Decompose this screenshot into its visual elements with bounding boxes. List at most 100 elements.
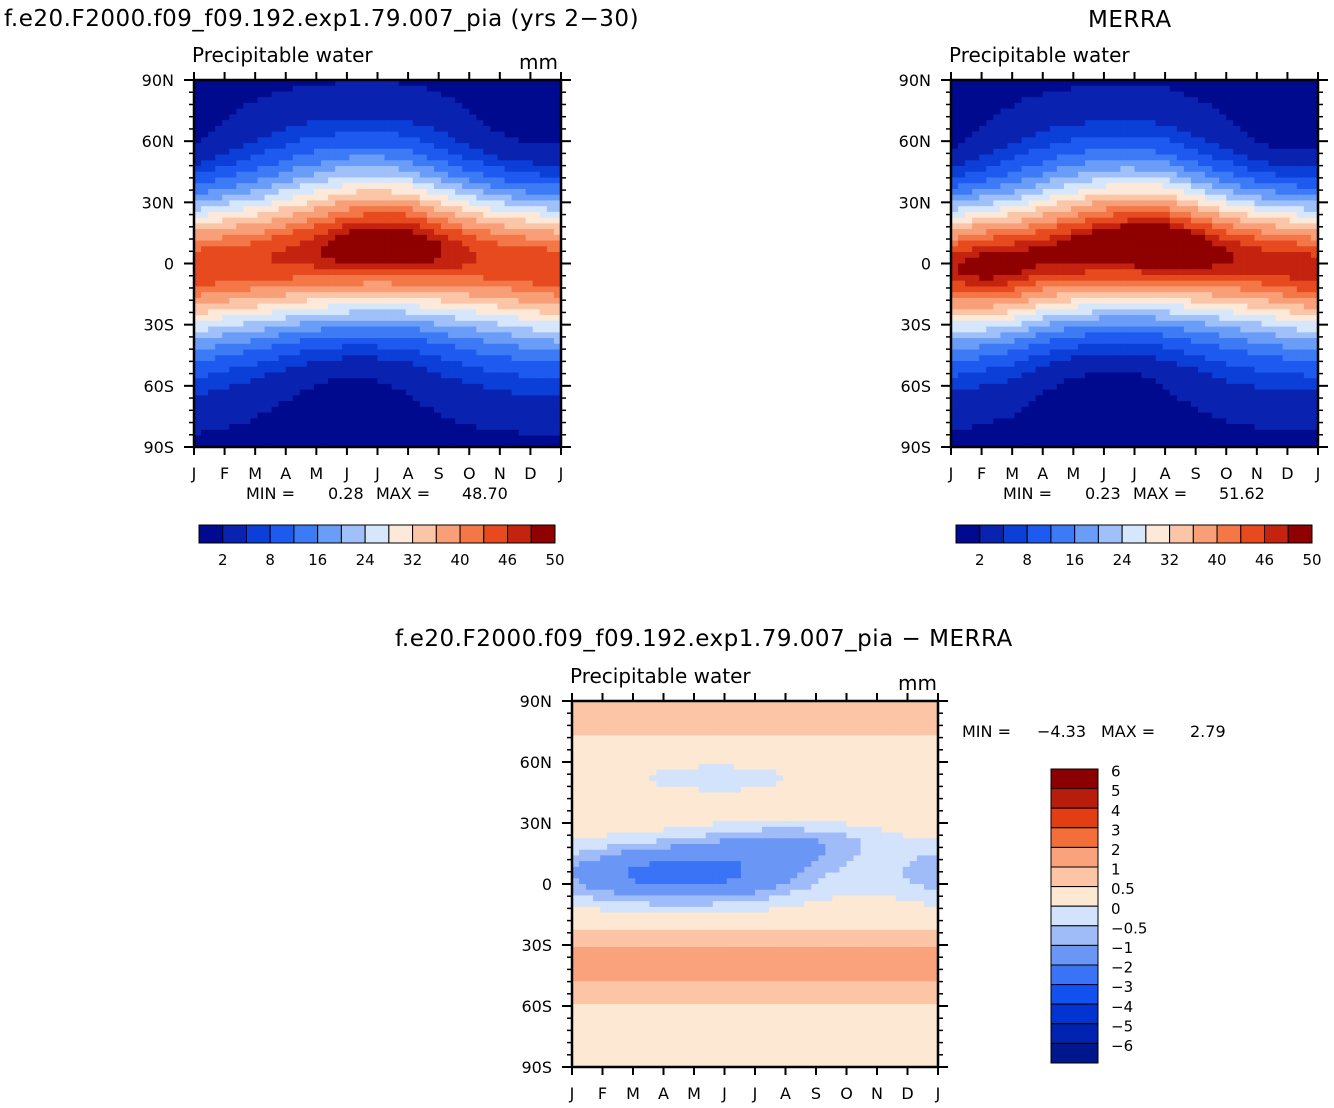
contour-cell <box>476 194 484 202</box>
contour-cell <box>1085 217 1093 224</box>
contour-cell <box>1021 315 1030 322</box>
contour-cell <box>313 211 322 219</box>
contour-cell <box>1007 217 1016 224</box>
contour-cell <box>553 378 562 385</box>
contour-cell <box>1014 177 1023 184</box>
contour-cell <box>215 200 223 207</box>
contour-cell <box>504 303 513 310</box>
contour-cell <box>546 206 555 213</box>
contour-cell <box>285 297 294 305</box>
contour-cell <box>1063 229 1072 236</box>
contour-cell <box>208 269 216 276</box>
contour-cell <box>1113 217 1121 224</box>
contour-cell <box>532 160 541 167</box>
contour-cell <box>1035 269 1044 276</box>
contour-cell <box>1106 206 1114 213</box>
contour-cell <box>1085 166 1093 173</box>
contour-cell <box>972 286 980 293</box>
contour-cell <box>370 171 379 179</box>
contour-cell <box>1049 200 1058 207</box>
contour-cell <box>370 194 379 202</box>
contour-cell <box>419 360 428 368</box>
contour-cell <box>1014 418 1023 425</box>
contour-cell <box>972 355 980 362</box>
contour-cell <box>483 240 492 247</box>
contour-cell <box>384 91 393 98</box>
contour-cell <box>1049 315 1058 322</box>
contour-cell <box>433 120 442 127</box>
contour-cell <box>201 274 209 282</box>
contour-cell <box>1021 280 1030 288</box>
contour-cell <box>433 297 442 305</box>
contour-cell <box>1085 274 1093 282</box>
contour-cell <box>306 297 315 305</box>
contour-cell <box>405 97 414 104</box>
contour-cell <box>958 148 966 156</box>
contour-cell <box>1042 154 1051 161</box>
contour-cell <box>497 257 506 265</box>
contour-cell <box>257 171 266 179</box>
contour-cell <box>497 280 506 288</box>
contour-cell <box>208 211 216 219</box>
contour-cell <box>476 401 484 408</box>
contour-cell <box>377 166 386 173</box>
contour-cell <box>243 429 252 437</box>
contour-cell <box>285 120 294 127</box>
contour-cell <box>398 429 407 437</box>
contour-cell <box>476 366 484 374</box>
contour-cell <box>490 297 499 305</box>
contour-cell <box>250 137 259 144</box>
contour-cell <box>398 206 407 213</box>
contour-cell <box>299 240 308 247</box>
contour-cell <box>342 125 350 133</box>
contour-cell <box>1063 406 1072 414</box>
contour-cell <box>441 366 449 374</box>
contour-cell <box>391 91 400 98</box>
contour-cell <box>553 269 562 276</box>
contour-cell <box>504 372 513 379</box>
contour-cell <box>1078 378 1086 385</box>
contour-cell <box>1063 240 1072 247</box>
contour-cell <box>292 217 301 224</box>
contour-cell <box>257 234 266 242</box>
contour-cell <box>306 206 315 213</box>
contour-cell <box>433 143 442 150</box>
contour-cell <box>391 401 400 408</box>
contour-cell <box>271 303 280 310</box>
contour-cell <box>313 360 322 368</box>
contour-cell <box>335 154 343 161</box>
contour-cell <box>271 401 280 408</box>
contour-cell <box>250 286 259 293</box>
contour-cell <box>271 240 280 247</box>
contour-cell <box>972 292 980 299</box>
contour-cell <box>511 102 520 110</box>
contour-cell <box>1099 320 1107 328</box>
contour-cell <box>285 160 294 167</box>
contour-cell <box>1035 326 1044 333</box>
contour-cell <box>377 395 386 402</box>
contour-cell <box>1007 315 1016 322</box>
contour-cell <box>292 372 301 379</box>
contour-cell <box>356 383 364 391</box>
colorbar-label: 2 <box>218 551 228 569</box>
contour-cell <box>951 309 959 316</box>
contour-cell <box>972 211 980 219</box>
contour-cell <box>222 412 230 419</box>
contour-cell <box>441 263 449 270</box>
contour-cell <box>398 171 407 179</box>
contour-cell <box>433 286 442 293</box>
contour-cell <box>250 395 259 402</box>
contour-cell <box>511 114 520 121</box>
contour-cell <box>993 274 1002 282</box>
contour-cell <box>1049 80 1058 87</box>
contour-cell <box>370 85 379 93</box>
contour-cell <box>363 200 372 207</box>
contour-cell <box>1028 412 1037 419</box>
contour-cell <box>1007 309 1016 316</box>
contour-cell <box>1078 315 1086 322</box>
contour-cell <box>972 429 980 437</box>
contour-cell <box>349 114 357 121</box>
contour-cell <box>1085 257 1093 265</box>
contour-cell <box>511 131 520 138</box>
contour-cell <box>292 274 301 282</box>
